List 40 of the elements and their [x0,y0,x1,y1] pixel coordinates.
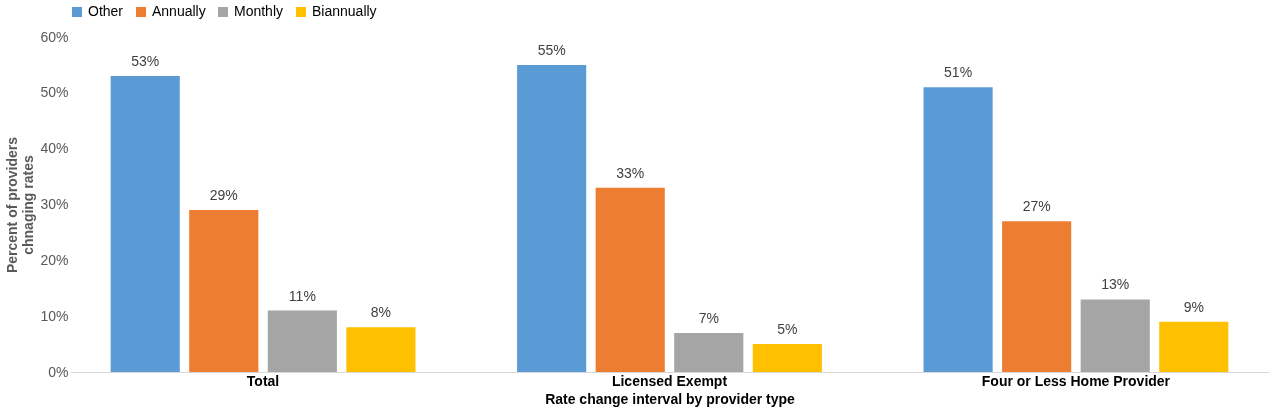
data-label: 13% [1101,276,1130,293]
legend-label: Biannually [312,3,377,19]
bar [674,332,744,372]
bar [752,344,822,372]
data-label: 8% [370,304,392,321]
data-label: 27% [1022,198,1051,215]
bar [1159,321,1229,372]
data-label: 11% [288,287,316,304]
data-label: 53% [131,53,160,70]
y-tick-label: 0% [48,363,69,380]
data-label: 7% [698,309,719,326]
y-tick-label: 10% [40,307,69,324]
y-tick-label: 50% [40,84,69,101]
data-label: 29% [209,187,238,204]
bar [1080,299,1150,372]
bar [189,210,259,372]
y-tick-label: 20% [40,251,69,268]
x-tick-label: Four or Less Home Provider [981,372,1171,389]
legend-label: Monthly [234,3,284,19]
data-label: 33% [616,164,645,181]
bar [1002,221,1072,372]
data-label: 9% [1183,298,1204,315]
bar [595,187,665,372]
y-axis-title: Percent of providers chnaging rates [4,136,37,274]
legend-label: Other [88,3,124,19]
data-label: 55% [537,41,566,58]
x-tick-label: Total [246,372,280,389]
bar [346,327,416,372]
bar [267,310,337,372]
data-label: 51% [944,64,973,81]
y-tick-label: 60% [40,28,69,45]
y-tick-label: 30% [40,196,69,212]
y-tick-label: 40% [40,140,69,157]
legend-label: Annually [152,3,206,19]
bar [923,87,993,372]
x-axis-title: Rate change interval by provider type [545,390,796,407]
x-tick-label: Licensed Exempt [611,372,728,389]
data-label: 5% [777,321,798,338]
bar [110,76,180,372]
bar [517,64,587,372]
